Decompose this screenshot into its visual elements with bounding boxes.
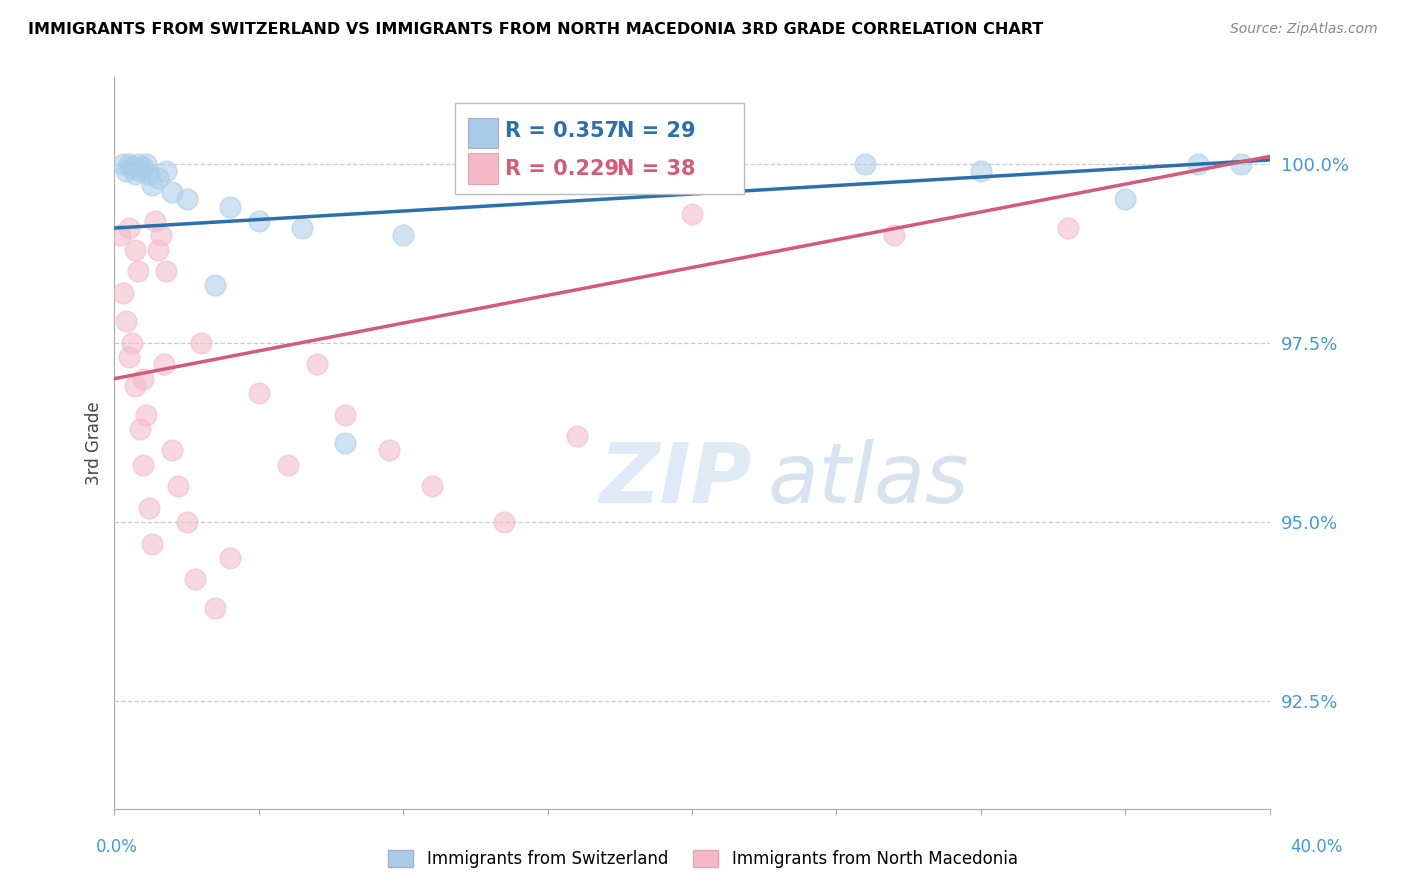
Point bbox=[127, 156, 149, 170]
Point bbox=[121, 160, 143, 174]
Point bbox=[204, 278, 226, 293]
Point bbox=[219, 200, 242, 214]
Point bbox=[118, 156, 141, 170]
Point bbox=[138, 500, 160, 515]
Point bbox=[141, 536, 163, 550]
Legend: Immigrants from Switzerland, Immigrants from North Macedonia: Immigrants from Switzerland, Immigrants … bbox=[382, 843, 1024, 875]
Point bbox=[112, 285, 135, 300]
Y-axis label: 3rd Grade: 3rd Grade bbox=[86, 401, 103, 485]
Point bbox=[176, 193, 198, 207]
Point bbox=[167, 479, 190, 493]
Point bbox=[132, 372, 155, 386]
Point bbox=[155, 163, 177, 178]
Point bbox=[121, 335, 143, 350]
Point bbox=[494, 515, 516, 529]
Text: Source: ZipAtlas.com: Source: ZipAtlas.com bbox=[1230, 22, 1378, 37]
Point bbox=[883, 228, 905, 243]
Point bbox=[138, 167, 160, 181]
Point bbox=[135, 156, 157, 170]
Point bbox=[420, 479, 443, 493]
Point bbox=[853, 156, 876, 170]
Point bbox=[565, 429, 588, 443]
Text: 40.0%: 40.0% bbox=[1291, 838, 1343, 855]
Text: IMMIGRANTS FROM SWITZERLAND VS IMMIGRANTS FROM NORTH MACEDONIA 3RD GRADE CORRELA: IMMIGRANTS FROM SWITZERLAND VS IMMIGRANT… bbox=[28, 22, 1043, 37]
Point bbox=[335, 436, 357, 450]
Point bbox=[124, 379, 146, 393]
Point bbox=[152, 357, 174, 371]
Text: 0.0%: 0.0% bbox=[96, 838, 138, 855]
Point bbox=[129, 163, 152, 178]
Point bbox=[143, 214, 166, 228]
Point bbox=[132, 160, 155, 174]
Point bbox=[1187, 156, 1209, 170]
Point bbox=[1056, 221, 1078, 235]
Text: ZIP: ZIP bbox=[599, 439, 752, 520]
Point bbox=[595, 163, 617, 178]
Point bbox=[1230, 156, 1253, 170]
Point bbox=[118, 221, 141, 235]
Point bbox=[1114, 193, 1136, 207]
Point bbox=[392, 228, 415, 243]
Point bbox=[155, 264, 177, 278]
Point bbox=[135, 408, 157, 422]
Point bbox=[681, 207, 703, 221]
Point bbox=[184, 573, 207, 587]
Text: R = 0.229: R = 0.229 bbox=[505, 159, 619, 179]
Text: N = 29: N = 29 bbox=[617, 120, 696, 141]
Point bbox=[127, 264, 149, 278]
Point bbox=[129, 422, 152, 436]
Point bbox=[277, 458, 299, 472]
Point bbox=[108, 228, 131, 243]
Point bbox=[247, 214, 270, 228]
Point bbox=[115, 314, 138, 328]
Point bbox=[160, 443, 183, 458]
Point bbox=[149, 228, 172, 243]
Point bbox=[124, 167, 146, 181]
Point bbox=[291, 221, 314, 235]
Point bbox=[115, 163, 138, 178]
Point bbox=[146, 243, 169, 257]
Point bbox=[335, 408, 357, 422]
Point bbox=[176, 515, 198, 529]
Point bbox=[132, 458, 155, 472]
Point bbox=[160, 185, 183, 199]
FancyBboxPatch shape bbox=[468, 153, 498, 184]
Text: R = 0.357: R = 0.357 bbox=[505, 120, 619, 141]
Point bbox=[305, 357, 328, 371]
Text: N = 38: N = 38 bbox=[617, 159, 696, 179]
Point bbox=[141, 178, 163, 192]
Point bbox=[710, 156, 733, 170]
Point bbox=[970, 163, 993, 178]
Point bbox=[478, 156, 501, 170]
Point bbox=[146, 170, 169, 185]
Point bbox=[247, 386, 270, 401]
Point bbox=[190, 335, 212, 350]
Point bbox=[219, 551, 242, 566]
Point bbox=[118, 350, 141, 364]
FancyBboxPatch shape bbox=[468, 118, 498, 148]
Text: atlas: atlas bbox=[768, 439, 969, 520]
Point bbox=[204, 601, 226, 615]
Point bbox=[378, 443, 401, 458]
FancyBboxPatch shape bbox=[456, 103, 744, 194]
Point bbox=[124, 243, 146, 257]
Point bbox=[112, 156, 135, 170]
